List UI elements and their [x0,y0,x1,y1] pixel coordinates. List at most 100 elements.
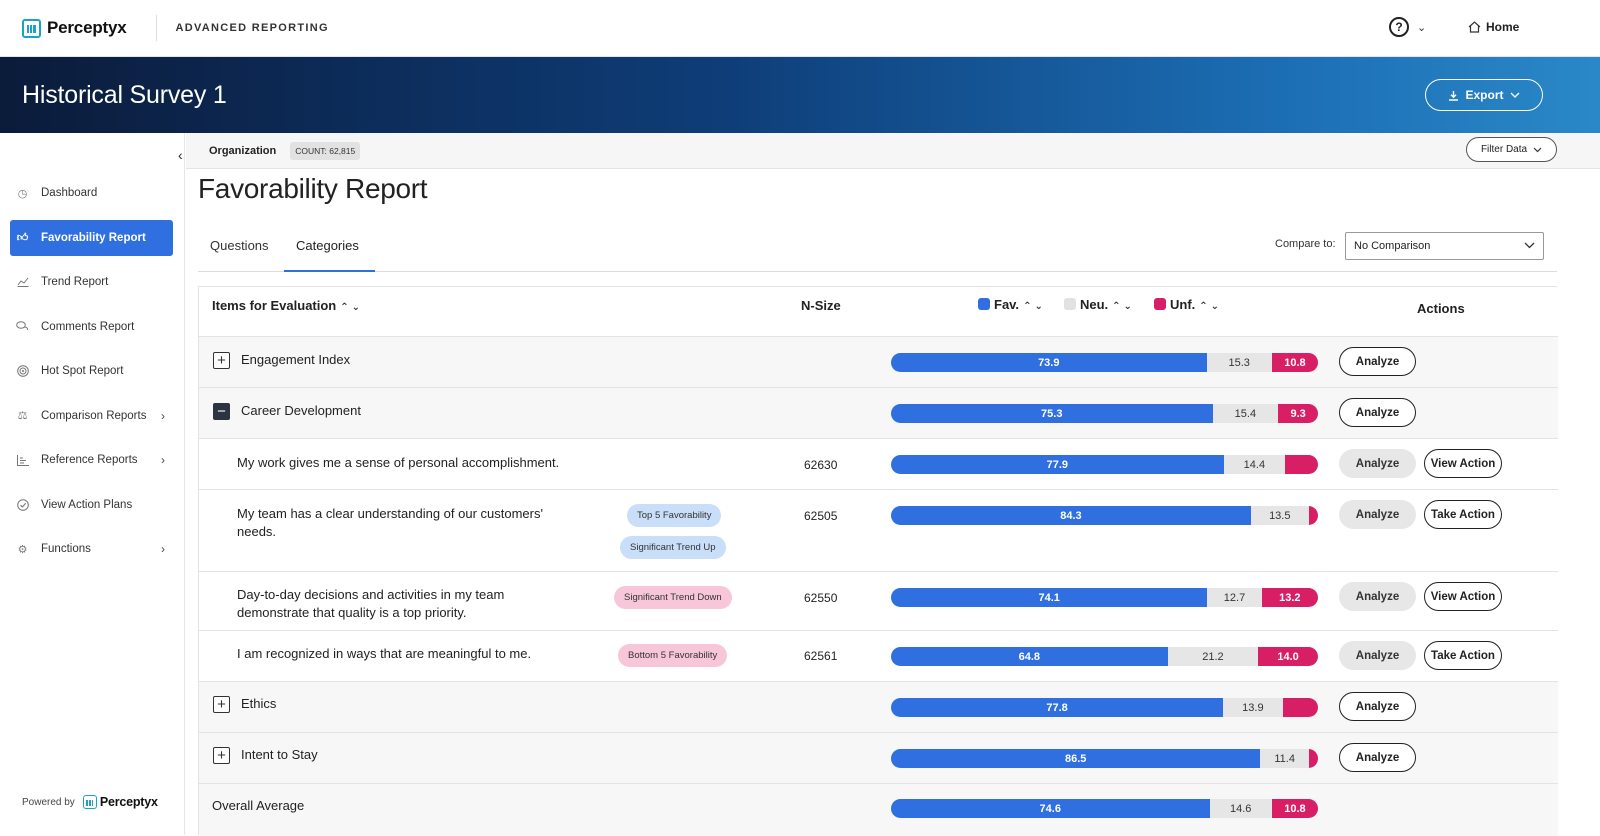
fav-segment: 77.8 [891,698,1224,717]
unf-column-header[interactable]: Unf. ⌃⌄ [1154,297,1222,312]
actions-column-header: Actions [1417,301,1465,316]
overall-average-label: Overall Average [212,798,305,813]
analyze-button[interactable]: Analyze [1339,449,1416,478]
collapse-icon[interactable]: − [213,403,230,420]
analyze-button[interactable]: Analyze [1339,692,1416,721]
bottom-5-favorability-tag: Bottom 5 Favorability [618,644,728,667]
take-action-button[interactable]: Take Action [1424,641,1502,670]
analyze-button[interactable]: Analyze [1339,641,1416,670]
nsize-value: 62630 [804,458,838,472]
category-label[interactable]: Intent to Stay [241,747,318,762]
sidebar-item-label: View Action Plans [41,498,133,511]
fav-segment: 86.5 [891,749,1261,768]
category-label[interactable]: Ethics [241,696,277,711]
chevron-down-icon [1510,92,1519,98]
items-column-header[interactable]: Items for Evaluation ⌃⌄ [212,298,363,313]
report-tabs: Questions Categories Compare to: No Comp… [198,230,1557,272]
survey-banner: Historical Survey 1 Export [0,57,1600,133]
sidebar-item-comparison-reports[interactable]: ⚖ Comparison Reports › [10,398,173,434]
filter-data-button[interactable]: Filter Data [1466,137,1557,162]
count-badge: COUNT: 62,815 [290,141,361,160]
neu-segment: 12.7 [1207,588,1262,607]
unf-segment: 10.8 [1271,353,1318,372]
home-label: Home [1486,20,1520,34]
help-menu[interactable]: ? ⌄ [1389,17,1426,37]
bar-chart-icon [16,454,29,467]
organization-label[interactable]: Organization [209,144,277,157]
nsize-column-header: N-Size [801,298,841,313]
unf-segment [1308,506,1318,525]
compare-to-select[interactable]: No Comparison [1345,232,1544,260]
significant-trend-up-tag: Significant Trend Up [620,536,726,559]
tab-categories[interactable]: Categories [284,238,375,272]
sidebar-item-reference-reports[interactable]: Reference Reports › [10,442,173,478]
question-row: My work gives me a sense of personal acc… [199,439,1558,490]
neu-segment: 15.4 [1212,404,1279,423]
powered-by-logo: Perceptyx [82,795,158,809]
category-label[interactable]: Career Development [241,403,361,418]
fav-segment: 84.3 [891,506,1251,525]
fav-segment: 64.8 [891,647,1168,666]
neu-column-header[interactable]: Neu. ⌃⌄ [1064,297,1135,312]
sidebar-item-dashboard[interactable]: ◷ Dashboard [10,175,173,211]
expand-icon[interactable]: + [213,352,230,369]
expand-icon[interactable]: + [213,696,230,713]
page-title: Favorability Report [198,173,428,204]
neu-segment: 21.2 [1167,647,1259,666]
neu-segment: 13.5 [1250,506,1309,525]
sidebar-item-hot-spot-report[interactable]: Hot Spot Report [10,353,173,389]
target-icon [16,365,29,378]
neu-segment: 13.9 [1223,698,1283,717]
analyze-button[interactable]: Analyze [1339,743,1416,772]
collapse-sidebar-icon[interactable]: ‹ [178,147,183,163]
analyze-button[interactable]: Analyze [1339,500,1416,529]
sidebar-item-view-action-plans[interactable]: View Action Plans [10,487,173,523]
category-label[interactable]: Engagement Index [241,352,351,367]
neu-segment: 14.6 [1209,799,1272,818]
scale-icon: ⚖ [17,410,28,422]
favorability-bar: 73.9 15.3 10.8 [891,353,1318,372]
fav-header-label: Fav. [994,297,1020,312]
unf-segment [1309,749,1318,768]
header-divider [156,15,158,41]
favorability-bar: 84.3 13.5 [891,506,1318,525]
nsize-value: 62550 [804,591,838,605]
sort-icon[interactable]: ⌃⌄ [340,302,364,313]
analyze-button[interactable]: Analyze [1339,347,1416,376]
take-action-button[interactable]: Take Action [1424,500,1502,529]
favorability-bar: 74.6 14.6 10.8 [891,799,1318,818]
sort-icon[interactable]: ⌃⌄ [1112,301,1135,312]
chat-icon [16,320,29,333]
home-link[interactable]: Home [1468,20,1519,34]
sort-icon[interactable]: ⌃⌄ [1199,301,1223,312]
expand-icon[interactable]: + [213,747,230,764]
sidebar-item-functions[interactable]: ⚙ Functions › [10,531,173,567]
sort-icon[interactable]: ⌃⌄ [1023,301,1046,312]
analyze-button[interactable]: Analyze [1339,582,1416,611]
view-action-button[interactable]: View Action [1424,449,1502,478]
fav-column-header[interactable]: Fav. ⌃⌄ [978,297,1046,312]
sidebar-item-label: Comments Report [41,320,135,333]
sidebar-item-comments-report[interactable]: Comments Report [10,309,173,345]
chevron-right-icon: › [161,408,165,423]
favorability-bar: 77.8 13.9 [891,698,1318,717]
neu-legend-swatch [1064,298,1076,310]
table-header: Items for Evaluation ⌃⌄ N-Size Fav. ⌃⌄ Neu… [199,287,1558,337]
chevron-down-icon [1524,240,1535,252]
nsize-value: 62561 [804,649,838,663]
tab-questions[interactable]: Questions [210,238,269,253]
nsize-value: 62505 [804,509,838,523]
perceptyx-logo-icon [22,18,41,38]
sidebar-item-label: Comparison Reports [41,409,147,422]
favorability-bar: 64.8 21.2 14.0 [891,647,1318,666]
export-button[interactable]: Export [1425,79,1543,111]
sidebar-item-favorability-report[interactable]: 👍︎ Favorability Report [10,219,173,256]
perceptyx-logo[interactable]: Perceptyx [22,18,127,38]
compare-to-value: No Comparison [1354,240,1431,252]
fav-segment: 74.6 [891,799,1210,818]
sidebar-item-trend-report[interactable]: Trend Report [10,264,173,300]
compare-to-label: Compare to: [1275,238,1336,250]
analyze-button[interactable]: Analyze [1339,398,1416,427]
view-action-button[interactable]: View Action [1424,582,1502,611]
neu-segment: 14.4 [1223,455,1286,474]
